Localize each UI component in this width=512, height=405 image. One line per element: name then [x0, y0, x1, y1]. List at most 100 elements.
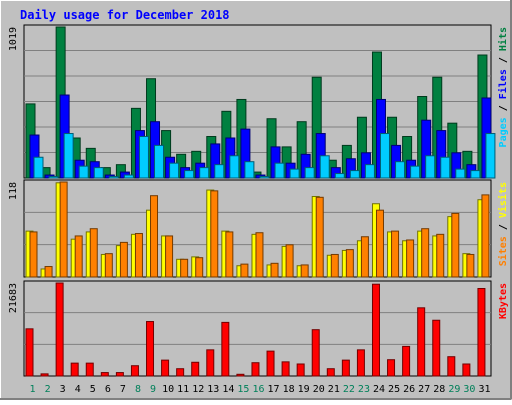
bar-kbytes-22 [341, 359, 350, 377]
bar-pages-4 [78, 165, 89, 179]
bar-sites-7 [119, 241, 128, 278]
x-tick-label: 19 [298, 384, 310, 395]
bar-pages-20 [319, 155, 330, 179]
bar-kbytes-3 [55, 282, 64, 377]
x-tick-label: 21 [328, 384, 340, 395]
bar-sites-26 [406, 239, 415, 278]
bar-pages-5 [93, 167, 104, 179]
bar-pages-29 [455, 168, 466, 179]
bar-kbytes-21 [326, 368, 335, 377]
bar-pages-14 [229, 155, 240, 179]
bar-kbytes-9 [146, 321, 155, 377]
bar-pages-28 [440, 156, 451, 179]
bar-kbytes-24 [371, 283, 380, 377]
bar-sites-30 [466, 253, 475, 278]
x-tick-label: 12 [192, 384, 204, 395]
bar-sites-12 [195, 257, 204, 278]
bar-pages-8 [138, 136, 149, 179]
bar-kbytes-27 [417, 307, 426, 377]
x-tick-label: 17 [268, 384, 280, 395]
bar-sites-22 [345, 249, 354, 278]
bar-sites-27 [421, 228, 430, 278]
x-tick-label: 26 [403, 384, 415, 395]
x-tick-label: 6 [105, 384, 111, 395]
bar-sites-10 [165, 235, 174, 278]
bar-kbytes-2 [40, 373, 49, 377]
bar-sites-18 [285, 244, 294, 278]
bar-pages-26 [410, 165, 421, 179]
legend-separator: / [498, 99, 509, 117]
x-tick-label: 27 [418, 384, 430, 395]
bar-pages-13 [214, 164, 225, 179]
bar-kbytes-25 [387, 359, 396, 377]
bar-sites-4 [74, 235, 83, 278]
bar-kbytes-29 [447, 356, 456, 377]
legend: Sites / Visits [497, 182, 509, 266]
bar-sites-14 [225, 231, 234, 278]
x-tick-label: 16 [252, 384, 264, 395]
legend-entry: Files [497, 69, 509, 99]
bar-kbytes-1 [25, 328, 34, 377]
series-kbytes [25, 282, 486, 377]
bar-sites-28 [436, 233, 445, 278]
bar-pages-18 [289, 168, 300, 179]
x-tick-label: 25 [388, 384, 400, 395]
panel-visits-sites: 118 Sites / Visits [8, 179, 509, 278]
bar-sites-9 [150, 195, 159, 278]
x-tick-label: 4 [75, 384, 81, 395]
legend-entry: Hits [497, 27, 509, 51]
bar-pages-23 [364, 164, 375, 179]
bar-pages-27 [425, 155, 436, 179]
bar-kbytes-13 [206, 349, 215, 377]
bar-sites-24 [375, 209, 384, 278]
bar-sites-16 [255, 232, 264, 278]
x-tick-label: 30 [463, 384, 475, 395]
bar-kbytes-5 [85, 362, 94, 377]
chart-title: Daily usage for December 2018 [20, 8, 230, 22]
x-tick-label: 20 [313, 384, 325, 395]
chart-panels: 1019 Pages / Files / Hits 118 Sites / Visit… [8, 24, 509, 377]
bar-kbytes-14 [221, 321, 230, 377]
x-tick-label: 11 [177, 384, 189, 395]
x-tick-label: 29 [448, 384, 460, 395]
series-sites [29, 181, 490, 278]
x-tick-label: 24 [373, 384, 385, 395]
bar-pages-6 [108, 176, 119, 179]
legend: Pages / Files / Hits [497, 27, 509, 147]
bar-pages-2 [48, 176, 59, 179]
bar-pages-11 [184, 170, 195, 179]
x-tick-label: 3 [60, 384, 66, 395]
x-tick-label: 22 [343, 384, 355, 395]
bar-pages-19 [304, 167, 315, 179]
x-tick-label: 7 [120, 384, 126, 395]
legend-entry: Visits [497, 182, 509, 218]
legend: KBytes [498, 283, 509, 319]
bar-sites-29 [451, 212, 460, 278]
bar-kbytes-31 [477, 288, 486, 377]
bar-pages-9 [154, 144, 165, 179]
bar-kbytes-7 [115, 372, 124, 377]
bar-kbytes-18 [281, 361, 290, 377]
bar-sites-1 [29, 231, 38, 278]
x-tick-label: 1 [30, 384, 36, 395]
bar-sites-3 [59, 181, 68, 278]
bar-sites-23 [360, 236, 369, 278]
x-tick-label: 8 [135, 384, 141, 395]
x-tick-label: 14 [222, 384, 234, 395]
legend-separator: / [498, 218, 509, 236]
bar-sites-25 [391, 230, 400, 278]
bar-kbytes-19 [296, 363, 305, 377]
y-max-label: 118 [8, 182, 19, 200]
bar-pages-1 [33, 156, 44, 179]
panel-kbytes: 21683 KBytes [8, 280, 509, 377]
x-tick-label: 9 [150, 384, 156, 395]
bar-pages-10 [169, 162, 180, 179]
x-tick-label: 2 [45, 384, 51, 395]
bar-sites-11 [180, 258, 189, 278]
legend-separator: / [498, 51, 509, 69]
x-tick-label: 28 [433, 384, 445, 395]
bar-sites-31 [481, 194, 490, 278]
x-tick-label: 15 [237, 384, 249, 395]
bar-sites-6 [104, 253, 113, 278]
